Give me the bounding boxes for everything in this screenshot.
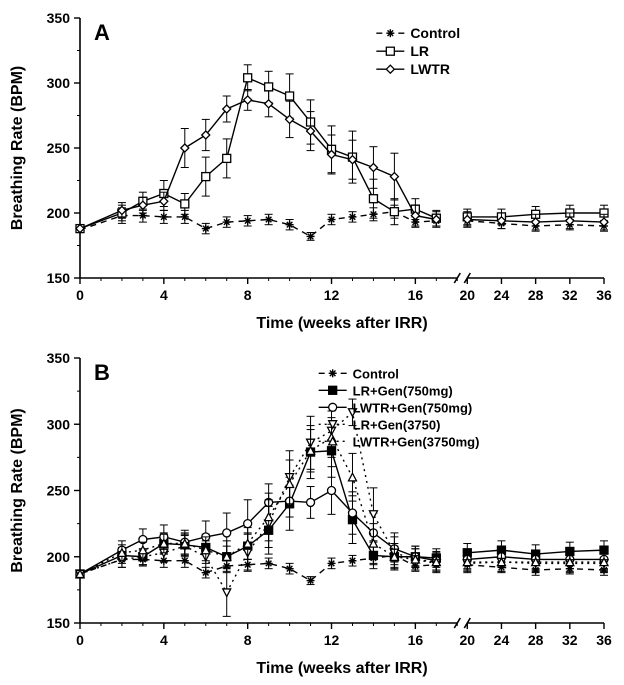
svg-text:300: 300 [47, 416, 71, 432]
figure: 15020025030035004812162024283236Time (we… [0, 0, 624, 685]
svg-text:A: A [94, 20, 110, 45]
svg-text:8: 8 [244, 632, 252, 648]
svg-text:24: 24 [494, 287, 510, 303]
panel-a: 150 200 250 300 350 0 4 8 12 16 20 24 28 32 36 Time (we… [0, 0, 624, 340]
svg-text:LWTR+Gen(750mg): LWTR+Gen(750mg) [353, 400, 473, 415]
svg-text:36: 36 [596, 632, 612, 648]
svg-text:Control: Control [353, 366, 399, 381]
svg-text:350: 350 [47, 10, 71, 26]
svg-text:Time (weeks after IRR): Time (weeks after IRR) [256, 660, 427, 677]
svg-text:12: 12 [324, 287, 340, 303]
svg-text:28: 28 [528, 287, 544, 303]
svg-text:LWTR+Gen(3750mg): LWTR+Gen(3750mg) [353, 434, 480, 449]
svg-text:Breathing Rate (BPM): Breathing Rate (BPM) [9, 408, 26, 572]
svg-text:0: 0 [76, 632, 84, 648]
svg-text:200: 200 [47, 549, 71, 565]
svg-text:LR+Gen(750mg): LR+Gen(750mg) [353, 383, 453, 398]
svg-text:Time (weeks after IRR): Time (weeks after IRR) [256, 315, 427, 332]
svg-text:0: 0 [76, 287, 84, 303]
svg-text:LR+Gen(3750): LR+Gen(3750) [353, 417, 441, 432]
svg-text:LWTR: LWTR [410, 61, 450, 77]
svg-text:4: 4 [160, 287, 168, 303]
svg-text:8: 8 [244, 287, 252, 303]
svg-text:20: 20 [459, 287, 475, 303]
svg-text:20: 20 [459, 632, 475, 648]
svg-text:150: 150 [47, 615, 71, 631]
svg-text:B: B [94, 360, 110, 385]
svg-text:250: 250 [47, 483, 71, 499]
svg-text:Breathing Rate (BPM): Breathing Rate (BPM) [9, 66, 26, 230]
svg-text:Control: Control [410, 25, 460, 41]
svg-text:32: 32 [562, 632, 578, 648]
svg-text:16: 16 [408, 287, 424, 303]
svg-text:24: 24 [494, 632, 510, 648]
svg-text:250: 250 [47, 140, 71, 156]
svg-text:150: 150 [47, 270, 71, 286]
svg-text:28: 28 [528, 632, 544, 648]
svg-text:350: 350 [47, 350, 71, 366]
svg-text:300: 300 [47, 75, 71, 91]
panel-b: 150 200 250 300 350 0 4 8 12 16 20 24 28 32 36 Time (we… [0, 340, 624, 685]
svg-text:12: 12 [324, 632, 340, 648]
svg-text:36: 36 [596, 287, 612, 303]
svg-text:32: 32 [562, 287, 578, 303]
svg-text:4: 4 [160, 632, 168, 648]
svg-text:200: 200 [47, 205, 71, 221]
svg-text:16: 16 [408, 632, 424, 648]
svg-text:LR: LR [410, 43, 429, 59]
